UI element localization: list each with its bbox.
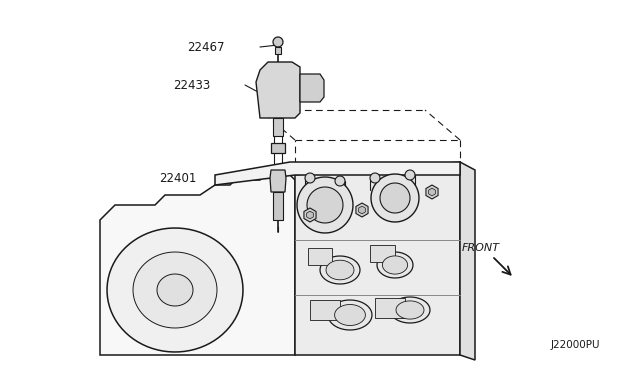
Text: 22401: 22401 xyxy=(159,171,196,185)
Polygon shape xyxy=(157,274,193,306)
Polygon shape xyxy=(390,297,430,323)
Polygon shape xyxy=(297,177,353,233)
Polygon shape xyxy=(310,300,340,320)
Polygon shape xyxy=(405,170,415,180)
Polygon shape xyxy=(295,162,460,355)
Polygon shape xyxy=(307,187,343,223)
Text: J22000PU: J22000PU xyxy=(550,340,600,350)
Polygon shape xyxy=(396,301,424,319)
Polygon shape xyxy=(273,37,283,47)
Polygon shape xyxy=(270,170,286,192)
Polygon shape xyxy=(358,206,365,214)
Polygon shape xyxy=(371,174,419,222)
Text: 22467: 22467 xyxy=(188,41,225,54)
Polygon shape xyxy=(256,62,300,118)
Polygon shape xyxy=(370,245,395,262)
Polygon shape xyxy=(275,47,281,54)
Polygon shape xyxy=(307,211,314,219)
Polygon shape xyxy=(320,256,360,284)
Polygon shape xyxy=(426,185,438,199)
Polygon shape xyxy=(308,248,332,265)
Polygon shape xyxy=(305,173,315,183)
Polygon shape xyxy=(375,298,405,318)
Text: FRONT: FRONT xyxy=(462,243,500,253)
Polygon shape xyxy=(335,176,345,186)
Polygon shape xyxy=(377,252,413,278)
Polygon shape xyxy=(271,143,285,153)
Polygon shape xyxy=(383,256,408,274)
Polygon shape xyxy=(356,203,368,217)
Text: 22433: 22433 xyxy=(173,78,210,92)
Polygon shape xyxy=(273,192,283,220)
Polygon shape xyxy=(326,260,354,280)
Polygon shape xyxy=(460,162,475,360)
Polygon shape xyxy=(335,305,365,326)
Polygon shape xyxy=(107,228,243,352)
Polygon shape xyxy=(429,188,435,196)
Polygon shape xyxy=(215,162,460,185)
Polygon shape xyxy=(380,183,410,213)
Polygon shape xyxy=(304,208,316,222)
Polygon shape xyxy=(273,118,283,136)
Polygon shape xyxy=(100,175,295,355)
Polygon shape xyxy=(370,173,380,183)
Polygon shape xyxy=(133,252,217,328)
Polygon shape xyxy=(328,300,372,330)
Polygon shape xyxy=(300,74,324,102)
